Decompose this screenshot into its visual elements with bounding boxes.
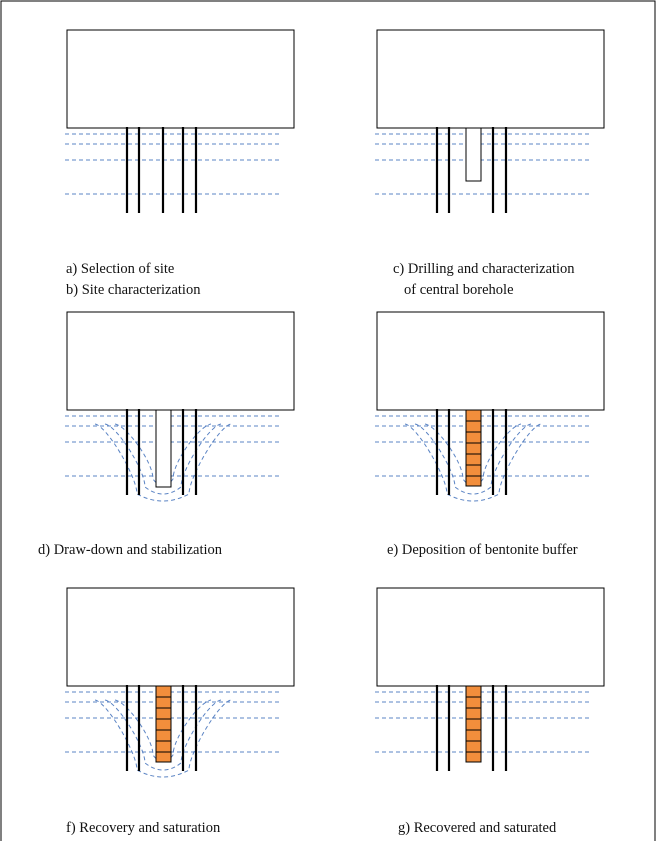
drawdown-curve [424,423,522,487]
caption: a) Selection of site [66,261,174,277]
building [376,29,605,129]
borehole [155,409,172,488]
caption: f) Recovery and saturation [66,820,221,836]
building [376,587,605,687]
bentonite-buffer [155,685,172,763]
caption: d) Draw-down and stabilization [38,542,223,558]
bentonite-buffer [465,685,482,763]
caption: e) Deposition of bentonite buffer [387,542,578,558]
building [66,587,295,687]
bentonite-buffer [465,409,482,487]
caption: of central borehole [404,282,514,298]
caption: b) Site characterization [66,282,201,298]
building [66,311,295,411]
caption: c) Drilling and characterization [393,261,575,277]
building [66,29,295,129]
drawdown-curve [94,699,232,778]
drawdown-curve [114,423,212,487]
drawdown-curve [404,423,542,502]
building [376,311,605,411]
drawdown-curve [94,423,232,502]
drawdown-curve [114,699,212,763]
caption: g) Recovered and saturated [398,820,557,836]
borehole [465,127,482,182]
